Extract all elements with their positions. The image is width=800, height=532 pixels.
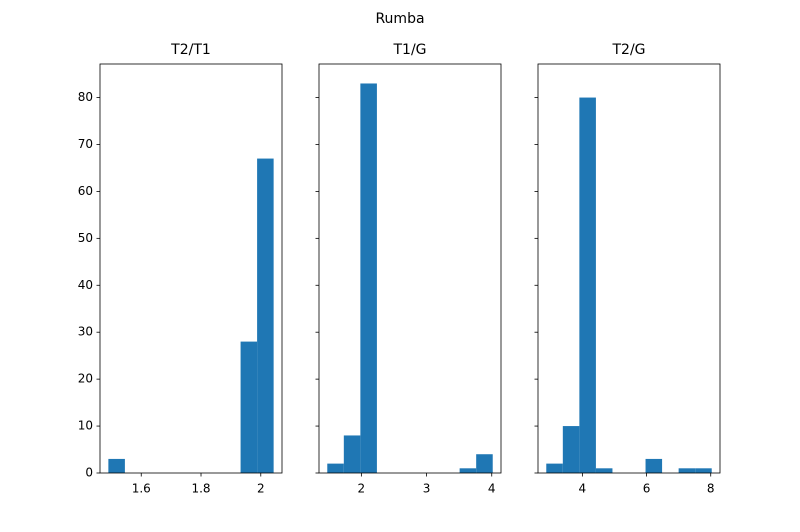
bar bbox=[459, 468, 477, 473]
bar bbox=[678, 468, 696, 473]
y-tick-label: 60 bbox=[78, 184, 93, 198]
figure-title: Rumba bbox=[375, 11, 424, 27]
bar bbox=[546, 463, 563, 473]
bar bbox=[476, 454, 493, 473]
x-tick-label: 1.8 bbox=[191, 482, 210, 496]
y-tick-label: 30 bbox=[78, 325, 93, 339]
bar bbox=[645, 458, 663, 473]
subplot-title: T2/G bbox=[611, 42, 645, 58]
x-tick-label: 6 bbox=[643, 482, 651, 496]
y-tick-label: 50 bbox=[78, 231, 93, 245]
bar bbox=[360, 83, 377, 473]
bar bbox=[343, 435, 361, 473]
x-tick-label: 2 bbox=[358, 482, 366, 496]
y-tick-label: 70 bbox=[78, 137, 93, 151]
bar bbox=[695, 468, 712, 473]
x-tick-label: 2 bbox=[257, 482, 265, 496]
bar bbox=[595, 468, 613, 473]
axes-frame bbox=[99, 63, 283, 474]
axes-frame bbox=[537, 63, 721, 474]
y-tick-label: 0 bbox=[85, 466, 93, 480]
bar bbox=[257, 158, 274, 473]
x-tick-label: 3 bbox=[423, 482, 431, 496]
x-tick-label: 8 bbox=[707, 482, 715, 496]
bar bbox=[327, 463, 344, 473]
axes-frame bbox=[318, 63, 502, 474]
subplot-title: T1/G bbox=[392, 42, 426, 58]
y-tick-label: 20 bbox=[78, 372, 93, 386]
x-tick-label: 4 bbox=[488, 482, 496, 496]
y-tick-label: 80 bbox=[78, 90, 93, 104]
bar bbox=[108, 458, 125, 473]
y-tick-label: 40 bbox=[78, 278, 93, 292]
bar bbox=[579, 97, 596, 474]
y-tick-label: 10 bbox=[78, 419, 93, 433]
bar bbox=[562, 426, 580, 473]
subplot-title: T2/T1 bbox=[170, 42, 211, 58]
bar bbox=[240, 341, 258, 473]
x-tick-label: 1.6 bbox=[132, 482, 151, 496]
x-tick-label: 4 bbox=[579, 482, 587, 496]
